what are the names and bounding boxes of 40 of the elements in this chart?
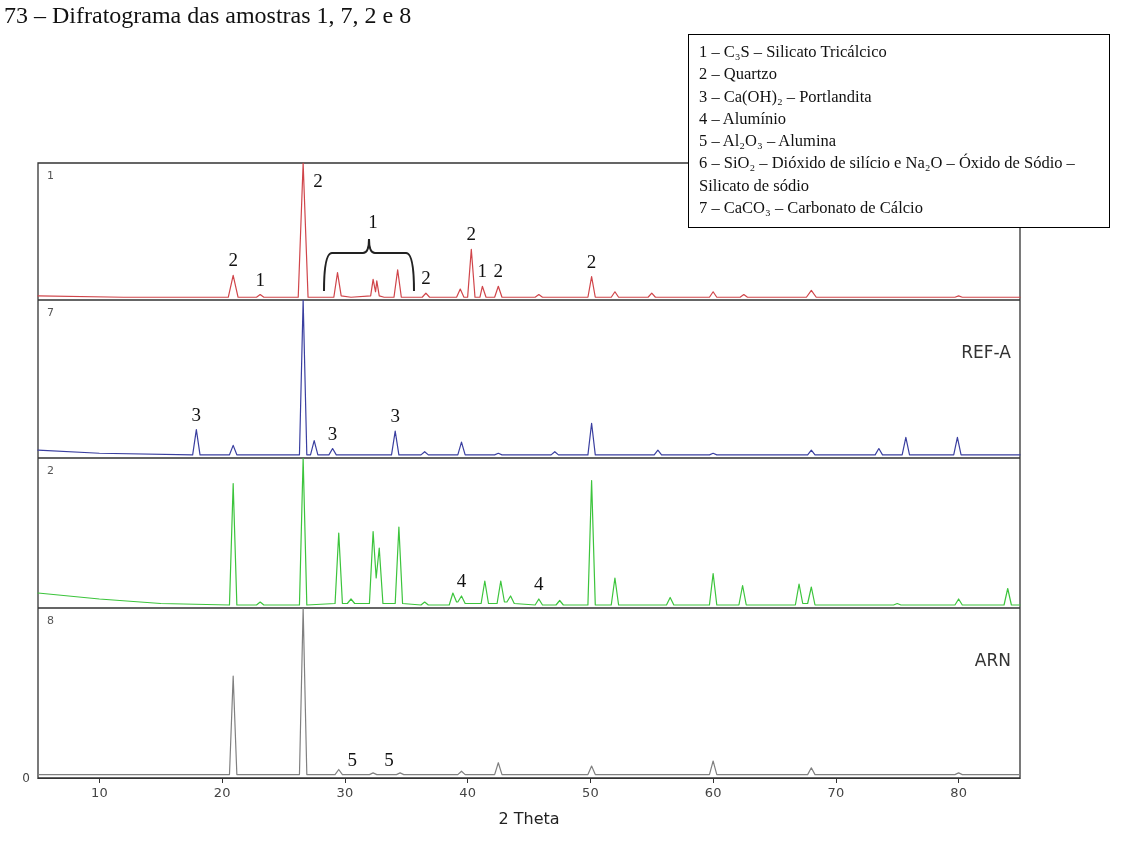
annotation: 2	[228, 249, 238, 271]
annotation: 2	[421, 267, 431, 289]
text: 8	[47, 614, 54, 627]
annotation: 3	[191, 403, 202, 425]
text: 4 – Alumínio	[699, 107, 788, 130]
annotation: 3	[327, 422, 338, 444]
text: ARN	[974, 649, 1012, 670]
text: 1	[47, 169, 54, 182]
x-tick-label: 20	[213, 785, 231, 800]
text: 5 – Al₂O₃ – Alumina	[699, 130, 838, 153]
annotation: 7 – CaCO₃ – Carbonato de Cálcio	[699, 196, 924, 219]
annotation: 3	[390, 405, 400, 427]
annotation: 2	[586, 250, 597, 272]
x-tick-label: 70	[827, 785, 845, 800]
text: 2 – Quartzo	[699, 63, 778, 86]
x-tick-label: 60	[704, 785, 722, 800]
x-tick-label: 50	[582, 785, 599, 800]
text: 7	[47, 306, 54, 319]
annotation: 2	[313, 170, 323, 191]
annotation: 1	[255, 268, 265, 290]
annotation: 5	[384, 748, 394, 770]
annotation: 4	[456, 570, 467, 591]
annotation: 1	[477, 260, 488, 282]
annotation: 4	[534, 573, 545, 594]
annotation: 0	[22, 771, 30, 785]
annotation: 5	[347, 748, 357, 770]
annotation: 1	[368, 211, 378, 233]
text: 2	[47, 464, 54, 477]
text: 73 – Difratograma das amostras 1, 7, 2 e 8	[4, 2, 412, 29]
annotation: 2	[466, 223, 477, 245]
x-tick-label: 30	[336, 785, 354, 800]
text: 1 – C₃S – Silicato Tricálcico	[699, 41, 888, 63]
annotation: 6 – SiO₂ – Dióxido de silício e Na₂O – Óxido de Sódio – Silicato de sódio	[699, 152, 1076, 197]
annotation: 2	[493, 260, 504, 282]
x-axis-title: 2 Theta	[498, 808, 560, 828]
x-tick-label: 10	[91, 785, 108, 800]
text: REF-A	[961, 341, 1012, 362]
x-tick-label: 80	[950, 785, 967, 800]
text: 3 – Ca(OH)₂ – Portlandita	[699, 85, 873, 108]
x-tick-label: 40	[459, 785, 476, 800]
